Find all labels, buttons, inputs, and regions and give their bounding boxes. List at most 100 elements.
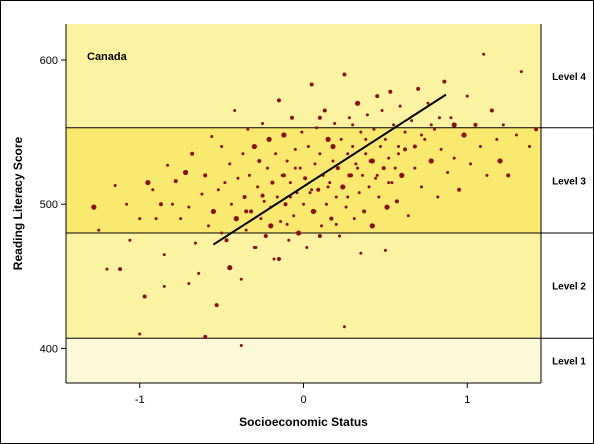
data-point xyxy=(478,145,482,149)
data-point xyxy=(519,70,523,74)
data-point xyxy=(534,127,539,132)
data-point xyxy=(317,115,322,120)
data-point xyxy=(244,209,249,214)
data-point xyxy=(281,132,287,138)
data-point xyxy=(497,158,503,164)
data-point xyxy=(394,199,399,204)
data-point xyxy=(324,202,328,206)
data-point xyxy=(359,251,363,255)
panel-label-canada: Canada xyxy=(87,51,128,63)
data-point xyxy=(383,248,387,252)
data-point xyxy=(449,116,453,120)
data-point xyxy=(359,130,363,134)
data-point xyxy=(331,159,335,163)
data-point xyxy=(138,217,142,221)
data-point xyxy=(179,217,183,221)
data-point xyxy=(308,191,312,195)
x-tick-label: 1 xyxy=(464,394,470,406)
data-point xyxy=(285,222,289,226)
data-point xyxy=(461,132,467,138)
data-point xyxy=(203,173,208,178)
x-tick-label: 0 xyxy=(300,394,306,406)
y-tick-label: 600 xyxy=(40,55,58,67)
data-point xyxy=(170,202,174,206)
data-point xyxy=(239,277,243,281)
data-point xyxy=(288,181,292,185)
data-point xyxy=(429,123,433,127)
data-point xyxy=(387,181,391,185)
data-point xyxy=(528,145,532,149)
data-point xyxy=(262,199,266,203)
data-point xyxy=(387,156,391,160)
data-point xyxy=(145,179,151,186)
data-point xyxy=(326,185,330,189)
y-axis-title: Reading Literacy Score xyxy=(11,136,25,270)
data-point xyxy=(159,202,163,207)
data-point xyxy=(210,208,217,215)
data-point xyxy=(162,253,166,257)
data-point xyxy=(283,202,288,207)
data-point xyxy=(252,245,256,249)
data-point xyxy=(318,152,322,156)
band-level-4 xyxy=(66,24,541,128)
data-point xyxy=(362,209,367,214)
data-point xyxy=(334,195,338,199)
data-point xyxy=(241,152,245,156)
data-point xyxy=(224,238,229,243)
data-point xyxy=(263,233,268,238)
data-point xyxy=(388,89,393,94)
data-point xyxy=(489,108,494,113)
data-point xyxy=(322,108,327,113)
data-point xyxy=(342,72,347,77)
data-point xyxy=(457,187,462,192)
data-point xyxy=(125,202,129,206)
data-point xyxy=(216,188,220,192)
band-level-2 xyxy=(66,233,541,339)
data-point xyxy=(329,216,334,221)
data-point xyxy=(236,176,240,180)
data-point xyxy=(398,104,402,108)
data-point xyxy=(259,217,263,221)
data-point xyxy=(339,137,343,141)
data-point xyxy=(342,325,346,329)
data-point xyxy=(233,109,237,113)
data-point xyxy=(351,145,355,149)
data-point xyxy=(317,233,322,238)
data-point xyxy=(223,181,227,185)
data-point xyxy=(393,166,397,170)
data-point xyxy=(182,169,189,176)
data-point xyxy=(162,284,166,288)
data-point xyxy=(399,172,405,178)
data-point xyxy=(320,224,324,228)
data-point xyxy=(249,209,254,214)
data-point xyxy=(347,116,351,120)
data-point xyxy=(229,202,233,206)
regression-line-layer xyxy=(212,93,447,246)
band-level-3 xyxy=(66,127,541,234)
data-point xyxy=(397,145,400,149)
data-point xyxy=(244,228,248,232)
data-point xyxy=(187,205,191,209)
data-point xyxy=(374,176,378,180)
data-point xyxy=(346,152,350,156)
data-point xyxy=(334,222,338,226)
data-point xyxy=(392,123,396,127)
data-point xyxy=(313,209,317,213)
data-point xyxy=(465,94,469,98)
data-point xyxy=(166,163,170,167)
x-tick-label: -1 xyxy=(135,394,145,406)
data-point xyxy=(293,166,297,170)
data-point xyxy=(439,147,443,151)
data-point xyxy=(266,136,272,142)
y-tick-label: 500 xyxy=(40,199,58,211)
data-point xyxy=(274,152,278,156)
data-point xyxy=(261,121,265,125)
data-point xyxy=(193,241,197,245)
data-point xyxy=(105,267,109,271)
data-point xyxy=(364,137,368,141)
data-point xyxy=(436,195,440,199)
data-point xyxy=(306,145,310,149)
data-point xyxy=(276,98,281,103)
data-point xyxy=(356,166,360,170)
